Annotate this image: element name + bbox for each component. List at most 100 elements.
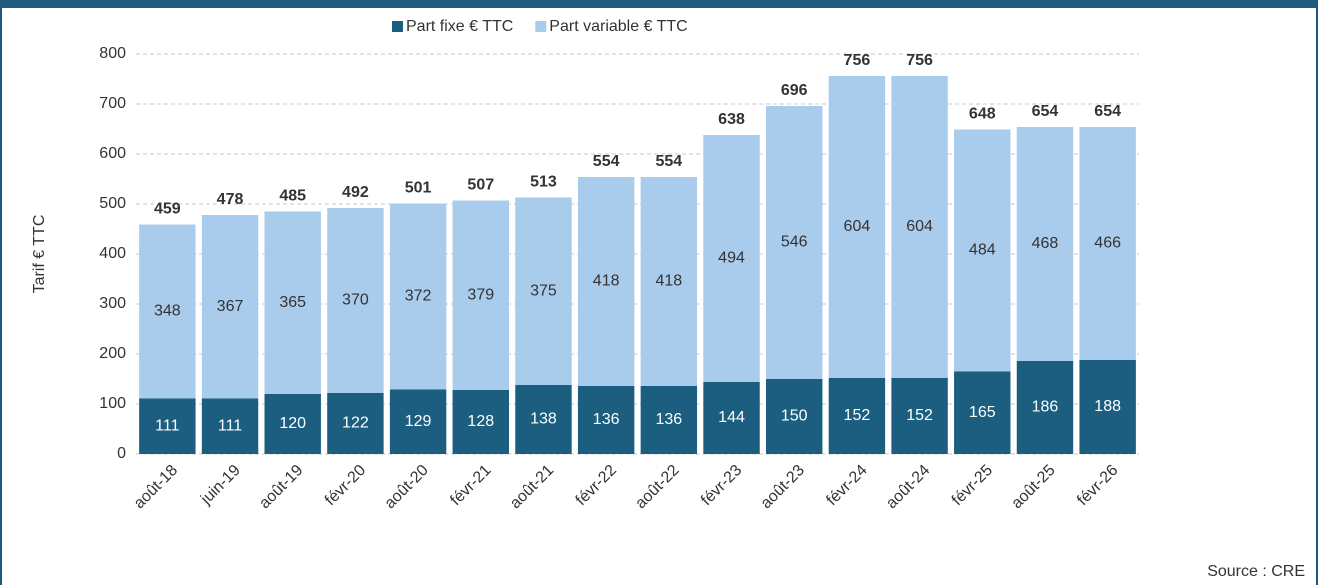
segment-label: 129 xyxy=(405,413,432,430)
segment-label: 128 xyxy=(467,413,494,430)
source: Source : CRE xyxy=(1207,563,1305,580)
total-label: 478 xyxy=(217,191,244,208)
segment-label: 494 xyxy=(718,250,745,267)
segment-label: 468 xyxy=(1032,235,1059,252)
segment-label: 111 xyxy=(218,417,242,434)
x-tick-label: août-24 xyxy=(883,462,933,512)
total-label: 485 xyxy=(279,188,306,205)
segment-label: 604 xyxy=(906,218,933,235)
bar-segment xyxy=(954,129,1011,372)
legend-label: Part fixe € TTC xyxy=(406,18,513,35)
segment-label: 466 xyxy=(1094,235,1121,252)
x-tick-label: août-18 xyxy=(131,462,181,512)
y-tick-label: 100 xyxy=(99,395,126,412)
y-tick-label: 500 xyxy=(99,195,126,212)
bar-segment xyxy=(327,208,384,393)
bar-segment xyxy=(201,398,259,454)
bar-segment xyxy=(139,224,196,399)
segment-label: 348 xyxy=(154,303,181,320)
segment-label: 186 xyxy=(1032,399,1059,416)
y-axis-label: Tarif € TTC xyxy=(31,215,48,294)
segment-label: 136 xyxy=(593,411,620,428)
bar-segment xyxy=(389,389,447,454)
segment-label: 120 xyxy=(279,415,306,432)
segment-label: 372 xyxy=(405,288,432,305)
bar-segment xyxy=(201,215,259,399)
segment-label: 367 xyxy=(217,298,244,315)
segment-label: 604 xyxy=(844,218,871,235)
x-tick-label: août-19 xyxy=(256,462,306,512)
total-label: 513 xyxy=(530,174,557,191)
bar-segment xyxy=(577,386,635,454)
total-label: 638 xyxy=(718,111,745,128)
segment-label: 188 xyxy=(1094,398,1121,415)
legend-label: Part variable € TTC xyxy=(549,18,687,35)
top-band xyxy=(0,0,1318,8)
total-label: 654 xyxy=(1094,103,1121,120)
segment-label: 152 xyxy=(844,407,871,424)
segment-label: 138 xyxy=(530,411,557,428)
y-tick-label: 0 xyxy=(117,445,126,462)
bar-segment xyxy=(828,76,886,378)
bar-segment xyxy=(954,371,1011,454)
bar-segment xyxy=(703,382,760,454)
x-tick-label: févr-20 xyxy=(322,462,369,509)
legend-swatch xyxy=(535,21,547,32)
bar-segment xyxy=(1079,360,1136,454)
bar-segment xyxy=(452,390,509,454)
y-tick-label: 700 xyxy=(99,95,126,112)
segment-label: 111 xyxy=(155,417,179,434)
segment-label: 122 xyxy=(342,415,369,432)
x-tick-label: août-21 xyxy=(507,462,557,512)
bar-segment xyxy=(577,177,635,386)
segment-label: 370 xyxy=(342,292,369,309)
total-label: 554 xyxy=(593,153,620,170)
x-tick-label: févr-24 xyxy=(823,462,870,509)
segment-label: 365 xyxy=(279,294,306,311)
bar-segment xyxy=(1079,127,1136,360)
total-label: 654 xyxy=(1032,103,1059,120)
bar-segment xyxy=(327,393,384,454)
bar-segment xyxy=(828,378,886,454)
total-label: 648 xyxy=(969,106,996,123)
bar-segment xyxy=(640,386,698,454)
segment-label: 418 xyxy=(593,273,620,290)
y-tick-label: 200 xyxy=(99,345,126,362)
x-tick-label: févr-23 xyxy=(698,462,745,509)
segment-label: 144 xyxy=(718,409,745,426)
segment-label: 418 xyxy=(655,273,682,290)
bar-segment xyxy=(389,203,447,390)
total-label: 696 xyxy=(781,82,808,99)
total-label: 501 xyxy=(405,180,432,197)
x-tick-label: juin-19 xyxy=(197,462,244,509)
bar-segment xyxy=(766,379,823,454)
total-label: 756 xyxy=(906,52,933,69)
segment-label: 375 xyxy=(530,282,557,299)
y-tick-label: 800 xyxy=(99,45,126,62)
y-tick-label: 300 xyxy=(99,295,126,312)
segment-label: 152 xyxy=(906,407,933,424)
x-tick-label: août-20 xyxy=(382,462,432,512)
x-tick-label: févr-25 xyxy=(949,462,996,509)
bar-segment xyxy=(139,398,196,454)
legend-swatch xyxy=(392,21,403,32)
x-tick-label: févr-22 xyxy=(573,462,620,509)
bar-segment xyxy=(515,385,572,454)
bar-segment xyxy=(703,135,760,382)
bar-segment xyxy=(264,211,321,394)
total-label: 554 xyxy=(655,153,682,170)
x-tick-label: févr-26 xyxy=(1074,462,1121,509)
segment-label: 484 xyxy=(969,242,996,259)
total-label: 507 xyxy=(467,177,494,194)
x-tick-label: févr-21 xyxy=(447,462,494,509)
bar-segment xyxy=(1016,361,1074,454)
segment-label: 379 xyxy=(467,286,494,303)
y-tick-label: 600 xyxy=(99,145,126,162)
x-tick-label: août-22 xyxy=(632,462,682,512)
bar-segment xyxy=(640,177,698,386)
total-label: 492 xyxy=(342,184,369,201)
bar-segment xyxy=(1016,127,1074,361)
bar-segment xyxy=(891,378,948,454)
total-label: 756 xyxy=(844,52,871,69)
